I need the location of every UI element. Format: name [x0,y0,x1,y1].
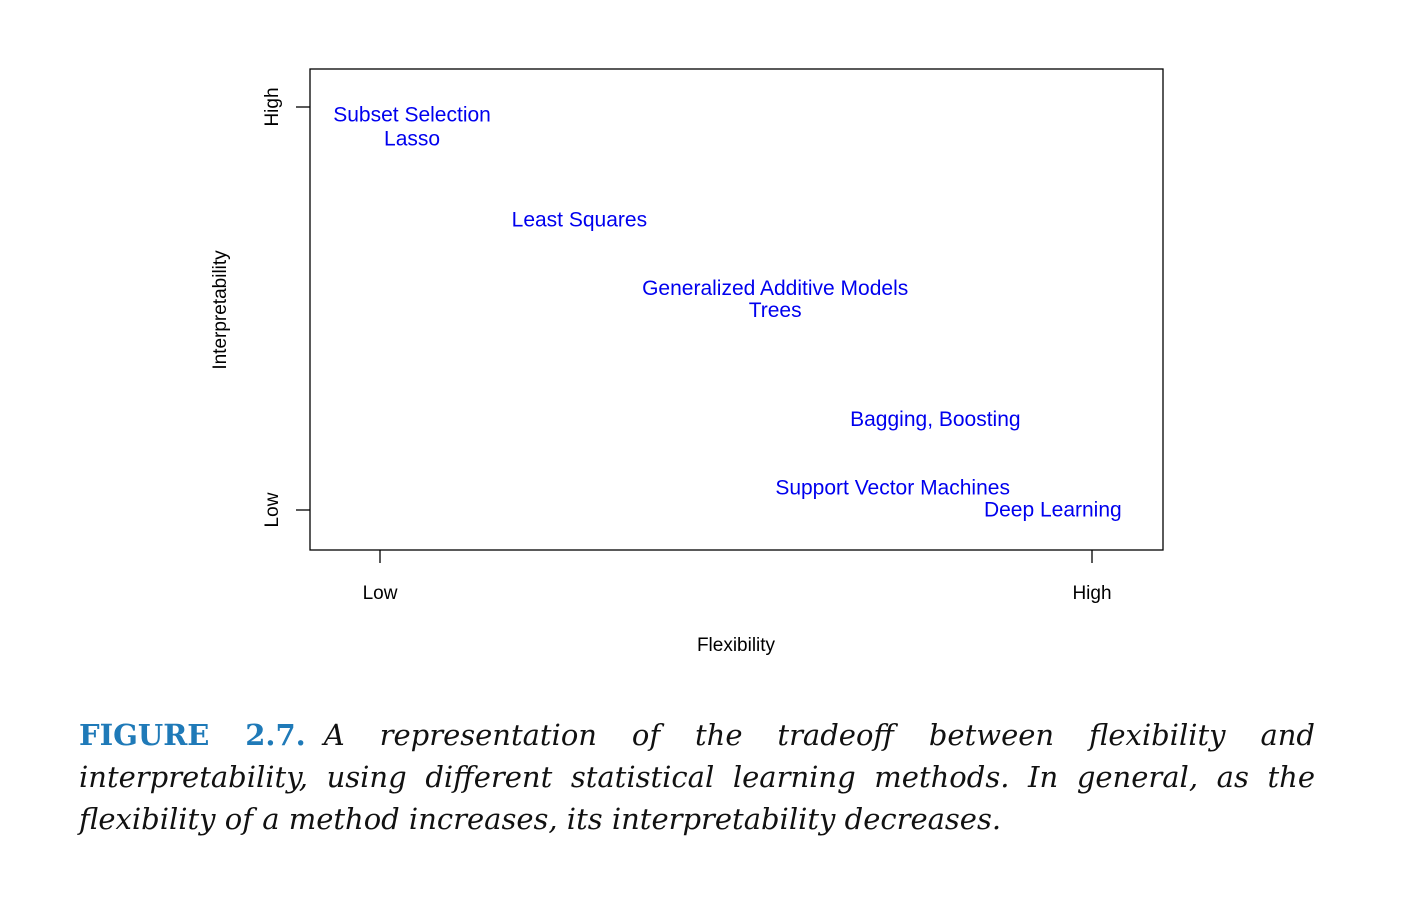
figure-number: FIGURE 2.7. [79,718,306,752]
figure-caption: FIGURE 2.7. A representation of the trade… [79,714,1315,840]
x-axis: Low High [363,550,1112,604]
y-axis: Low High [262,87,310,527]
y-axis-title: Interpretability [210,250,231,370]
method-label-generalized-additive-models: Generalized Additive Models [642,277,908,300]
method-label-least-squares: Least Squares [512,208,647,231]
x-axis-title: Flexibility [697,635,776,656]
x-tick-label-low: Low [363,583,398,604]
x-tick-label-high: High [1072,583,1111,604]
caption-text: A representation of the tradeoff between… [79,718,1315,836]
method-label-subset-selection: Subset Selection [333,104,491,127]
plot-frame [309,68,1164,551]
method-label-bagging-boosting: Bagging, Boosting [850,408,1020,431]
y-tick-label-high: High [262,87,283,126]
method-label-trees: Trees [749,299,802,322]
method-label-support-vector-machines: Support Vector Machines [775,476,1010,499]
method-label-lasso: Lasso [384,128,440,151]
method-label-deep-learning: Deep Learning [984,499,1122,522]
y-tick-label-low: Low [262,492,283,527]
